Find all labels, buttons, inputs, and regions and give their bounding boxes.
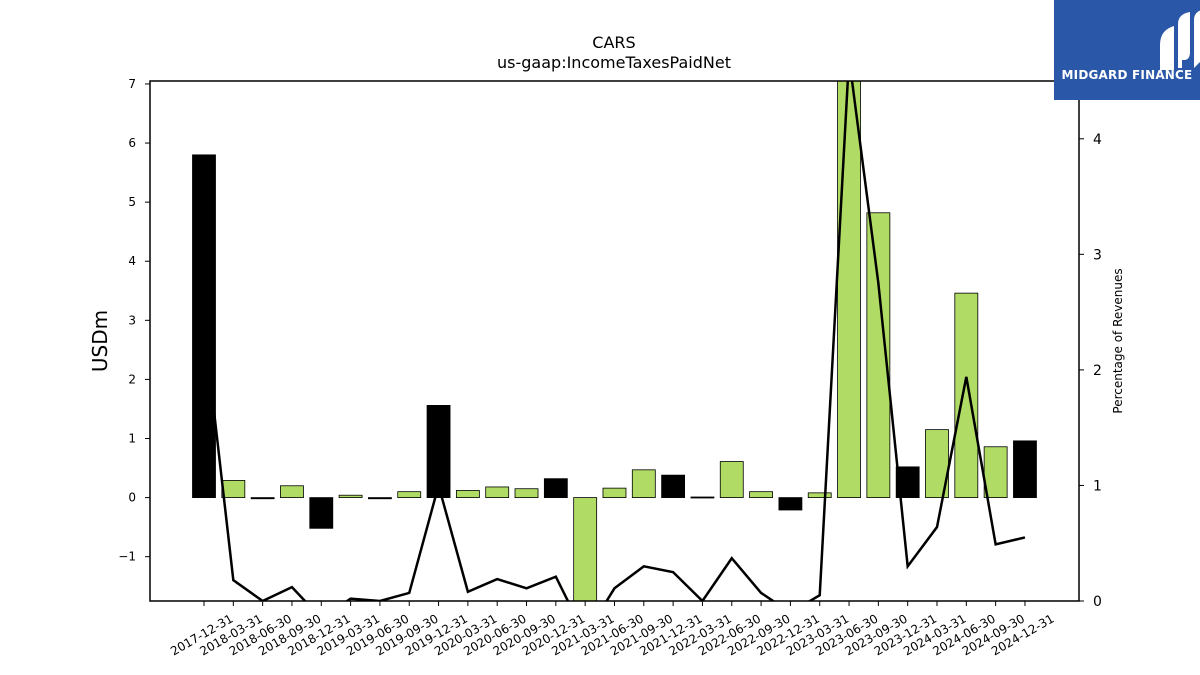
chart-title: CARS xyxy=(592,33,635,52)
bar xyxy=(983,446,1008,498)
bar xyxy=(895,466,920,498)
y-tick-label: 2 xyxy=(128,372,136,386)
line-group xyxy=(202,81,1026,601)
plot-frame xyxy=(149,80,1080,602)
bar xyxy=(719,461,744,498)
bar xyxy=(837,81,861,498)
bar xyxy=(690,496,715,499)
y2-tick-label: 2 xyxy=(1093,363,1102,379)
bar xyxy=(426,405,451,498)
bar xyxy=(221,480,246,498)
bar xyxy=(866,212,891,498)
y-tick-label: 6 xyxy=(128,136,136,150)
bar xyxy=(573,497,598,601)
y-tick-label: 3 xyxy=(128,313,136,327)
bar xyxy=(250,497,275,500)
bar xyxy=(368,497,392,500)
bar xyxy=(749,491,773,498)
y-tick-label: 5 xyxy=(128,195,136,209)
y-tick-label: 4 xyxy=(128,254,136,268)
bars-group xyxy=(192,81,1037,601)
bar xyxy=(807,492,832,498)
bar xyxy=(455,490,480,498)
bar xyxy=(661,474,686,498)
y2-tick-label: 1 xyxy=(1093,478,1102,494)
brand-name: MIDGARD FINANCE xyxy=(1061,68,1193,82)
bar xyxy=(778,497,803,511)
midgard-logo-icon xyxy=(1160,10,1200,70)
bar xyxy=(485,486,510,498)
bar xyxy=(280,485,304,498)
y2-tick-label: 4 xyxy=(1093,132,1102,148)
bar xyxy=(397,491,422,498)
bar xyxy=(543,478,568,498)
y-tick-label: 0 xyxy=(128,491,136,505)
line-series xyxy=(202,81,1026,601)
bar xyxy=(514,488,539,498)
brand-logo: MIDGARD FINANCE xyxy=(1054,0,1200,100)
y-tick-label: 1 xyxy=(128,432,136,446)
chart-subtitle: us-gaap:IncomeTaxesPaidNet xyxy=(497,53,731,72)
y-tick-label: −1 xyxy=(118,550,136,564)
bar xyxy=(631,469,656,498)
bar xyxy=(309,497,334,529)
bar xyxy=(954,292,979,498)
y-axis-label: USDm xyxy=(88,310,112,372)
y-tick-label: 7 xyxy=(128,77,136,91)
y2-tick-label: 0 xyxy=(1093,594,1102,610)
y2-tick-label: 3 xyxy=(1093,247,1102,263)
bar xyxy=(338,494,363,498)
bar xyxy=(602,487,627,498)
bar xyxy=(1013,440,1037,498)
y2-axis-label: Percentage of Revenues xyxy=(1111,268,1125,413)
